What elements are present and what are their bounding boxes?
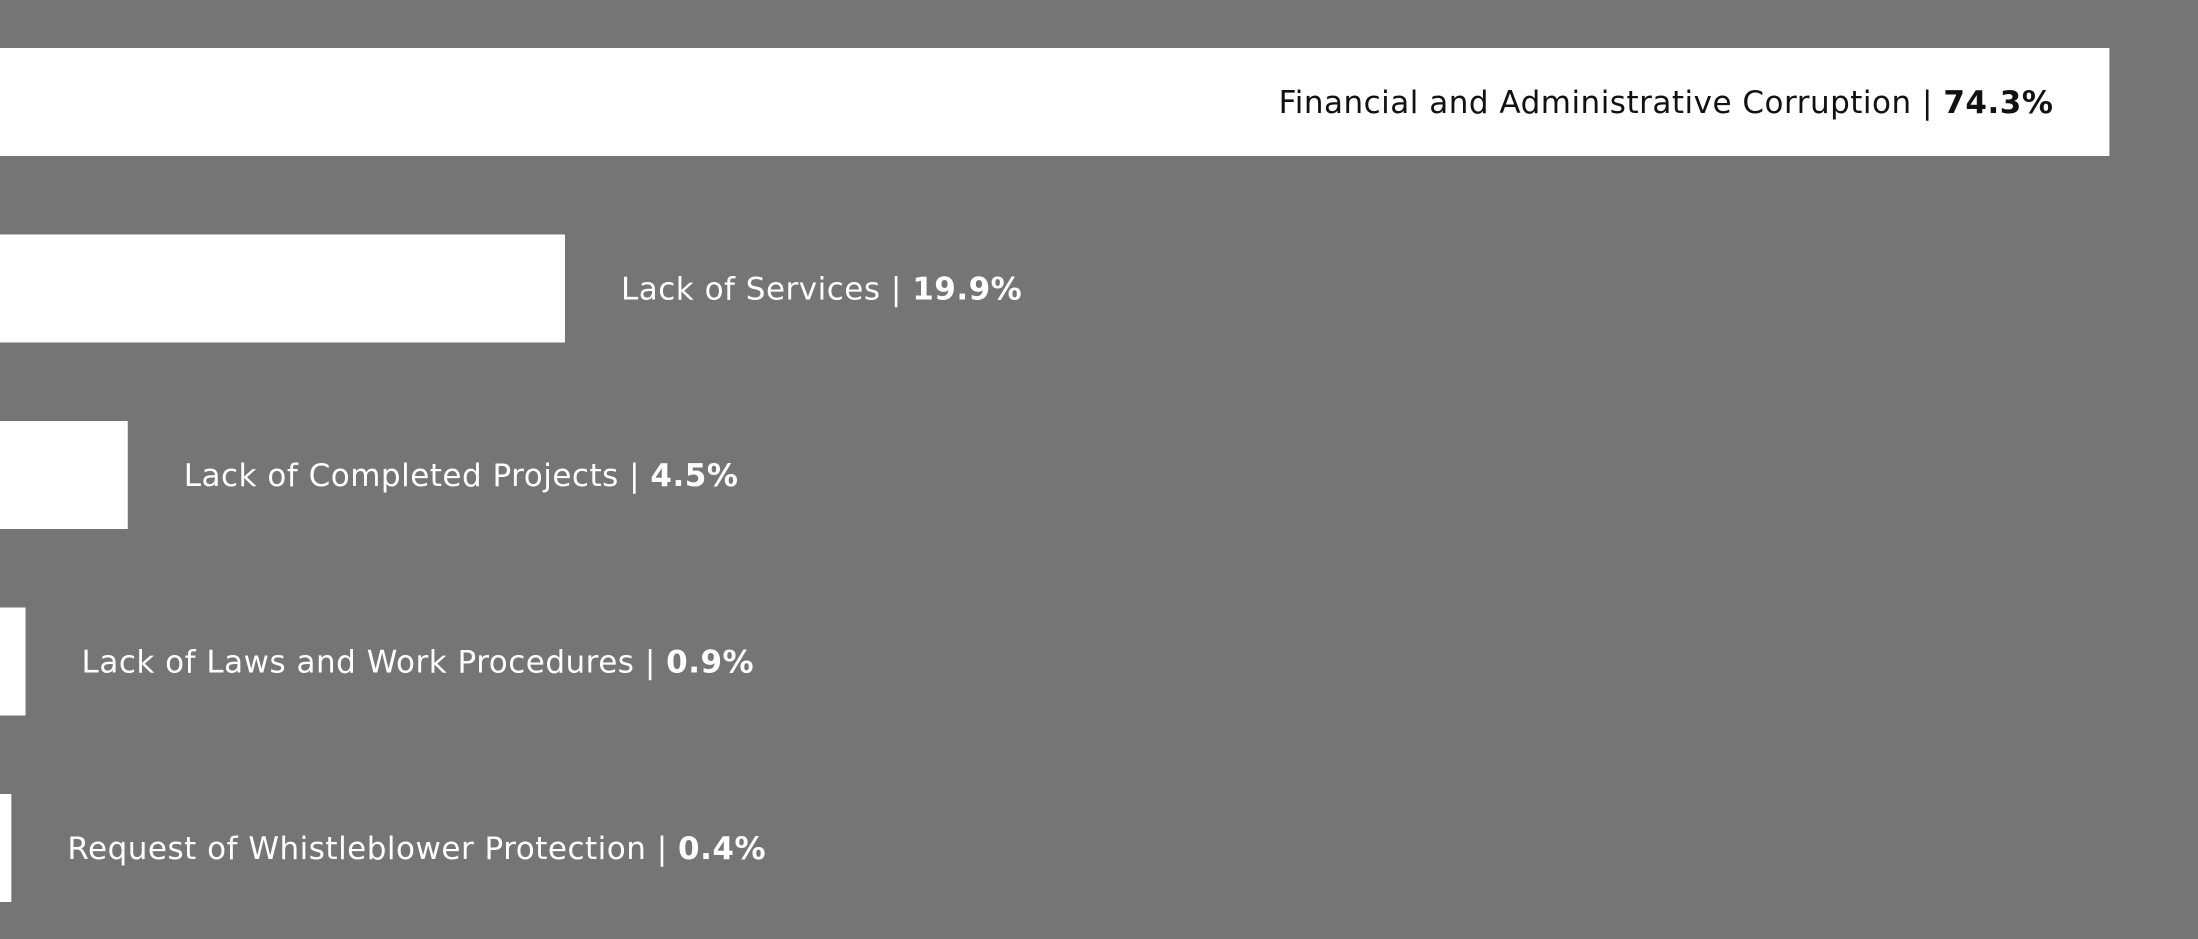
category-label: Lack of Services — [621, 272, 881, 308]
bar-label-4: Lack of Laws and Work Procedures | 0.9% — [82, 645, 755, 681]
label-separator: | — [646, 831, 678, 867]
bar-label-5: Request of Whistleblower Protection | 0.… — [67, 831, 766, 867]
value-label: 0.4% — [678, 831, 766, 867]
bar-label-2: Lack of Services | 19.9% — [621, 272, 1022, 308]
bar-4 — [0, 607, 26, 716]
value-label: 74.3% — [1943, 85, 2053, 121]
label-separator: | — [634, 645, 666, 681]
bar-label-1: Financial and Administrative Corruption … — [1279, 85, 2054, 121]
value-label: 4.5% — [650, 458, 738, 494]
label-separator: | — [619, 458, 651, 494]
bar-5 — [0, 794, 12, 902]
bar-label-3: Lack of Completed Projects | 4.5% — [184, 458, 739, 494]
label-separator: | — [1912, 85, 1944, 121]
label-separator: | — [881, 272, 913, 308]
bar-2 — [0, 234, 565, 343]
category-label: Financial and Administrative Corruption — [1279, 85, 1912, 121]
category-label: Lack of Completed Projects — [184, 458, 619, 494]
bar-1 — [0, 48, 2110, 156]
bar-3 — [0, 421, 128, 529]
category-label: Lack of Laws and Work Procedures — [82, 645, 635, 681]
value-label: 19.9% — [912, 272, 1022, 308]
category-label: Request of Whistleblower Protection — [67, 831, 646, 867]
value-label: 0.9% — [666, 645, 754, 681]
